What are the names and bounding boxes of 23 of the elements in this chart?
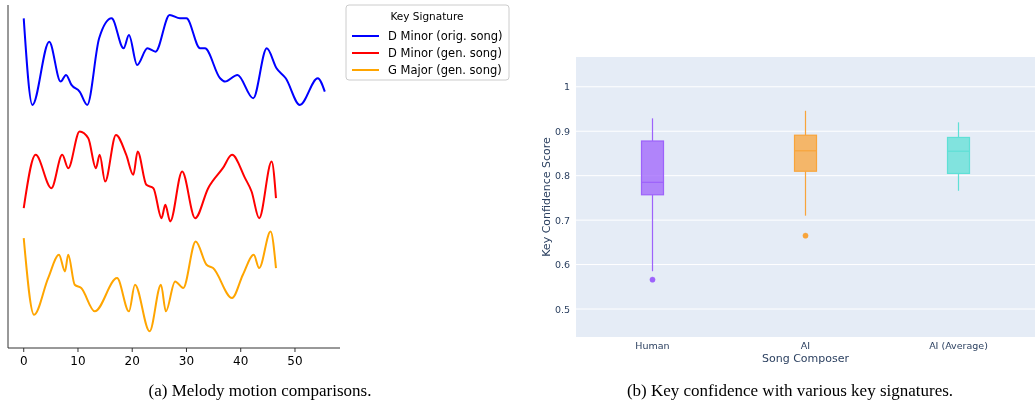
y-tick-label: 0.5 bbox=[554, 303, 570, 315]
legend-label: D Minor (gen. song) bbox=[388, 46, 502, 60]
y-axis-title: Key Confidence Score bbox=[540, 136, 553, 257]
x-tick-label: 0 bbox=[19, 354, 28, 368]
x-tick-label: 40 bbox=[233, 354, 249, 368]
x-tick-label: AI (Average) bbox=[929, 340, 988, 351]
x-axis-title: Song Composer bbox=[761, 352, 850, 365]
text: (b) Key confidence with various key signatures. bbox=[626, 381, 954, 400]
x-tick-label: 10 bbox=[70, 354, 86, 368]
y-tick-label: 0.8 bbox=[554, 170, 570, 182]
legend-title: Key Signature bbox=[390, 10, 464, 22]
y-tick-label: 0.7 bbox=[554, 214, 570, 226]
y-tick-label: 0.9 bbox=[554, 125, 570, 137]
y-tick-label: 0.6 bbox=[554, 259, 570, 271]
legend-label: G Major (gen. song) bbox=[388, 63, 502, 77]
legend-label: D Minor (orig. song) bbox=[388, 29, 503, 43]
x-tick-label: 30 bbox=[178, 354, 195, 368]
x-tick-label: 50 bbox=[287, 354, 303, 368]
y-tick-label: 1 bbox=[563, 81, 570, 93]
x-tick-label: 20 bbox=[124, 354, 140, 368]
text: (a) Melody motion comparisons. bbox=[148, 381, 372, 400]
x-tick-label: Human bbox=[635, 340, 670, 351]
x-tick-label: AI bbox=[800, 340, 811, 351]
